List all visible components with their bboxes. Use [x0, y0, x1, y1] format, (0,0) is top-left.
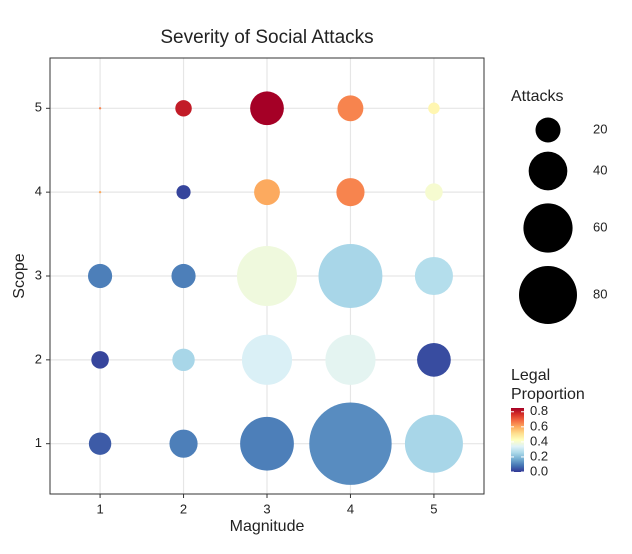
x-tick-label: 2 — [180, 501, 187, 516]
bubble — [309, 402, 392, 485]
color-bar-label: 0.2 — [530, 448, 548, 463]
bubble — [91, 351, 109, 369]
color-bar-label: 0.0 — [530, 463, 548, 478]
bubble — [175, 100, 192, 117]
bubble — [171, 263, 196, 289]
bubble — [428, 102, 440, 115]
x-tick-label: 4 — [347, 501, 354, 516]
bubble — [414, 256, 453, 296]
bubble — [98, 190, 102, 194]
bubble — [417, 342, 451, 377]
bubble — [172, 348, 195, 372]
size-legend-key — [518, 265, 578, 325]
y-tick-label: 1 — [35, 435, 42, 450]
bubble — [404, 414, 463, 473]
size-legend-label: 60 — [593, 219, 607, 234]
size-legend-key — [523, 203, 573, 253]
bubble — [254, 179, 280, 206]
x-tick-label: 3 — [263, 501, 270, 516]
bubble — [236, 245, 298, 307]
color-bar-label: 0.6 — [530, 418, 548, 433]
bubble — [88, 432, 112, 455]
color-bar-label: 0.8 — [530, 403, 548, 418]
x-tick-label: 1 — [96, 501, 103, 516]
x-axis-label: Magnitude — [230, 518, 305, 535]
bubble — [98, 107, 102, 110]
bubble — [176, 185, 191, 200]
color-bar — [511, 408, 524, 472]
color-legend-title: Legal — [511, 367, 550, 384]
size-legend-label: 20 — [593, 121, 607, 136]
bubble — [169, 429, 198, 458]
color-bar-label: 0.4 — [530, 433, 548, 448]
bubble — [425, 183, 443, 201]
bubble — [325, 334, 376, 385]
y-tick-label: 4 — [35, 184, 42, 199]
bubble — [250, 91, 284, 126]
bubble — [241, 334, 293, 385]
bubble — [87, 263, 113, 289]
chart-title: Severity of Social Attacks — [160, 27, 373, 48]
y-axis-label: Scope — [11, 253, 28, 298]
size-legend-key — [528, 151, 568, 191]
y-tick-label: 2 — [35, 351, 42, 366]
x-tick-label: 5 — [430, 501, 437, 516]
y-tick-label: 3 — [35, 267, 42, 282]
size-legend-key — [535, 117, 561, 143]
bubble — [336, 178, 365, 207]
y-tick-label: 5 — [35, 100, 42, 115]
size-legend-title: Attacks — [511, 88, 563, 105]
bubble — [318, 244, 383, 308]
size-legend-label: 40 — [593, 162, 607, 177]
bubble — [337, 95, 364, 122]
size-legend-label: 80 — [593, 286, 607, 301]
bubble — [240, 416, 294, 471]
color-legend-title: Proportion — [511, 386, 585, 403]
